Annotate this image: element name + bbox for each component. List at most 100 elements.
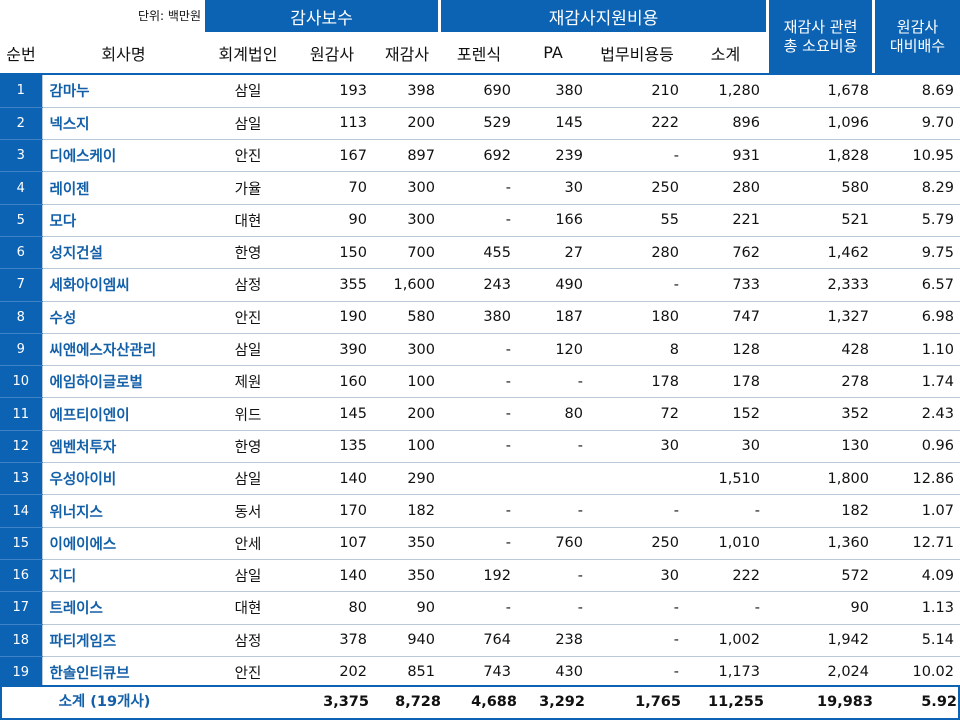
cost-multiple: 5.79: [875, 204, 960, 237]
row-number: 9: [0, 333, 42, 367]
audit-firm: 대현: [205, 204, 291, 237]
legal-cost: 222: [589, 107, 685, 141]
reaudit-fee: 940: [373, 624, 441, 657]
reaudit-fee: 300: [373, 204, 441, 237]
row-number: 2: [0, 107, 42, 141]
support-subtotal: 222: [685, 559, 766, 593]
total-cost: 352: [766, 397, 875, 431]
reaudit-fee: 580: [373, 301, 441, 334]
audit-firm: 안진: [205, 139, 291, 173]
pa-cost: 238: [517, 624, 589, 657]
original-audit-fee: 150: [291, 236, 373, 270]
original-audit-fee: 80: [291, 591, 373, 625]
row-number: 13: [0, 462, 42, 496]
pa-cost: -: [517, 365, 589, 399]
row-number: 17: [0, 591, 42, 625]
table-row: 18 파티게임즈 삼정 378 940 764 238-1,002 1,942 5.14: [0, 624, 960, 657]
table-row: 7 세화아이엠씨 삼정 355 1,600 243 490-733 2,333 6.57: [0, 268, 960, 302]
row-number: 16: [0, 559, 42, 593]
row-number: 7: [0, 268, 42, 302]
legal-cost: [589, 462, 685, 496]
cost-multiple: 4.09: [875, 559, 960, 593]
forensic-cost: 764: [441, 624, 517, 657]
company-name: 트레이스: [41, 591, 205, 625]
cost-multiple: 6.98: [875, 301, 960, 334]
pa-cost: [517, 462, 589, 496]
company-name: 넥스지: [41, 107, 205, 141]
total-cost: 521: [766, 204, 875, 237]
legal-cost: 178: [589, 365, 685, 399]
pa-cost: 239: [517, 139, 589, 173]
cost-multiple: 10.95: [875, 139, 960, 173]
pa-cost: 490: [517, 268, 589, 302]
pa-cost: 120: [517, 333, 589, 367]
reaudit-fee: 350: [373, 527, 441, 560]
forensic-cost: [441, 462, 517, 496]
original-audit-fee: 90: [291, 204, 373, 237]
total-cost: 182: [766, 494, 875, 528]
company-name: 지디: [41, 559, 205, 593]
cost-multiple: 1.74: [875, 365, 960, 399]
company-name: 레이젠: [41, 171, 205, 205]
company-name: 이에이에스: [41, 527, 205, 560]
reaudit-fee: 350: [373, 559, 441, 593]
cost-multiple: 9.70: [875, 107, 960, 141]
forensic-cost: -: [441, 397, 517, 431]
forensic-cost: 380: [441, 301, 517, 334]
table-header: 단위: 백만원 감사보수 재감사지원비용 재감사 관련 총 소요비용 원감사 대…: [0, 0, 960, 74]
legal-cost: 180: [589, 301, 685, 334]
forensic-cost: 692: [441, 139, 517, 173]
total-cost: 2,024: [766, 656, 875, 690]
support-subtotal: 128: [685, 333, 766, 367]
company-name: 위너지스: [41, 494, 205, 528]
totals-legal: 1,765: [635, 694, 681, 710]
reaudit-fee: 100: [373, 430, 441, 464]
pa-cost: 27: [517, 236, 589, 270]
pa-cost: 30: [517, 171, 589, 205]
audit-firm: 삼일: [205, 107, 291, 141]
cost-multiple: 12.86: [875, 462, 960, 496]
table-row: 19 한솔인티큐브 안진 202 851 743 430-1,173 2,024 10.02: [0, 656, 960, 690]
reaudit-fee: 398: [373, 75, 441, 108]
legal-cost: 280: [589, 236, 685, 270]
total-cost: 90: [766, 591, 875, 625]
company-name: 모다: [41, 204, 205, 237]
original-audit-fee: 70: [291, 171, 373, 205]
col-forensic: 포렌식: [456, 44, 502, 64]
company-name: 감마누: [41, 75, 205, 108]
total-cost: 1,942: [766, 624, 875, 657]
forensic-cost: 455: [441, 236, 517, 270]
pa-cost: 80: [517, 397, 589, 431]
pa-cost: -: [517, 591, 589, 625]
support-subtotal: 733: [685, 268, 766, 302]
legal-cost: -: [589, 591, 685, 625]
pa-cost: 187: [517, 301, 589, 334]
forensic-cost: -: [441, 333, 517, 367]
total-cost: 2,333: [766, 268, 875, 302]
cost-multiple: 8.69: [875, 75, 960, 108]
table-row: 11 에프티이엔이 위드 145 200-80 72 152 352 2.43: [0, 397, 960, 431]
company-name: 성지건설: [41, 236, 205, 270]
cost-multiple: 2.43: [875, 397, 960, 431]
audit-firm: 삼정: [205, 268, 291, 302]
support-subtotal: 931: [685, 139, 766, 173]
col-legal: 법무비용등: [600, 44, 674, 64]
reaudit-fee: 1,600: [373, 268, 441, 302]
reaudit-fee: 300: [373, 171, 441, 205]
reaudit-fee: 100: [373, 365, 441, 399]
table-row: 17 트레이스 대현 80 90- - - -90 1.13: [0, 591, 960, 625]
cost-multiple: 1.13: [875, 591, 960, 625]
table-row: 15 이에이에스 안세 107 350-760 250 1,010 1,360 12.71: [0, 527, 960, 560]
company-name: 파티게임즈: [41, 624, 205, 657]
unit-label: 단위: 백만원: [137, 8, 201, 23]
audit-firm: 대현: [205, 591, 291, 625]
reaudit-fee: 851: [373, 656, 441, 690]
row-number: 4: [0, 171, 42, 205]
support-subtotal: -: [685, 494, 766, 528]
support-subtotal: 1,010: [685, 527, 766, 560]
support-subtotal: 1,510: [685, 462, 766, 496]
col-firm: 회계법인: [218, 44, 278, 64]
audit-firm: 동서: [205, 494, 291, 528]
legal-cost: -: [589, 494, 685, 528]
